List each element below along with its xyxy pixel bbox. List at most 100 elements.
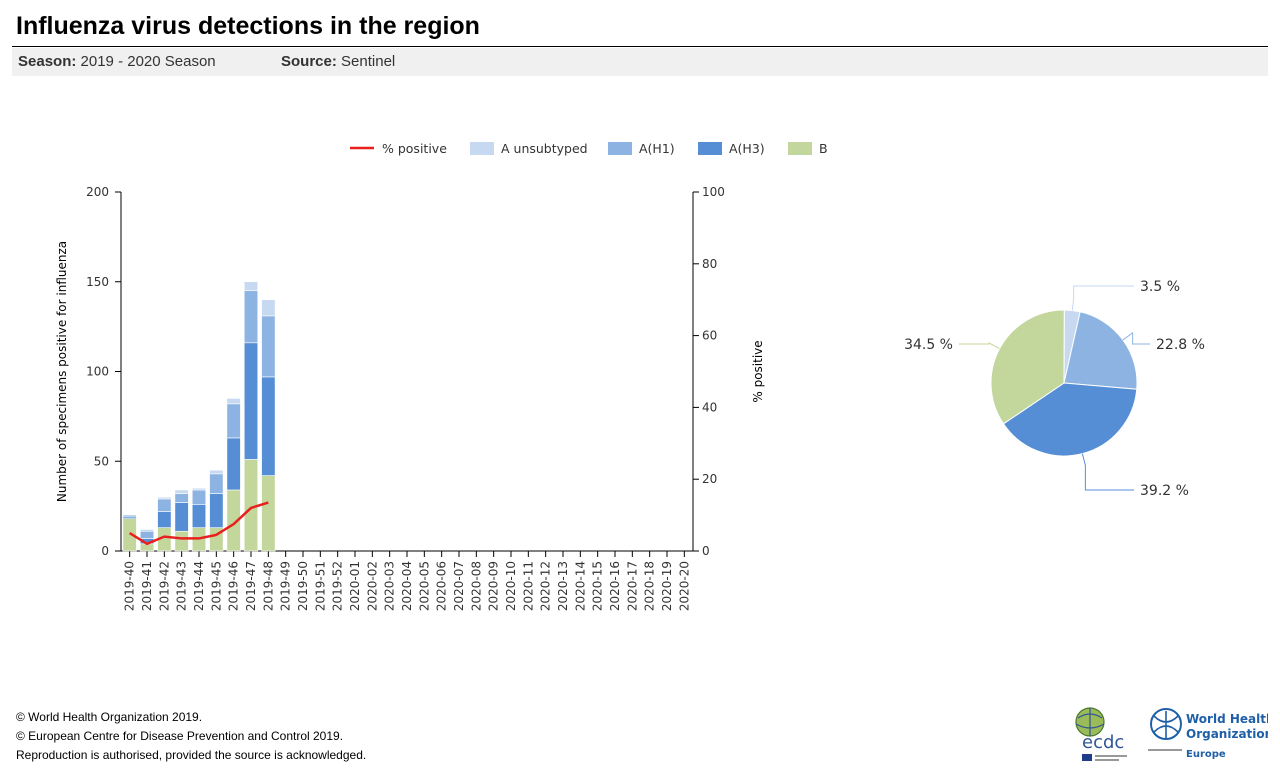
x-tick-label: 2020-20 — [677, 561, 691, 611]
x-tick-label: 2019-42 — [157, 561, 171, 611]
legend-label-positive: % positive — [382, 141, 447, 156]
y-tick-label: 150 — [86, 275, 109, 289]
x-tick-label: 2020-02 — [365, 561, 379, 611]
bar-a-h1 — [226, 403, 241, 439]
x-tick-label: 2020-12 — [539, 561, 553, 611]
y-tick-label: 0 — [101, 544, 109, 558]
bar-a-h1 — [122, 514, 137, 518]
x-tick-label: 2020-11 — [521, 561, 535, 611]
line-percent-positive — [129, 501, 269, 546]
pie-slice-b — [990, 309, 1065, 425]
pie-slice-a-h1 — [1063, 311, 1138, 390]
filter-bar: Season: 2019 - 2020 Season Source: Senti… — [12, 48, 1268, 76]
y2-tick-label: 40 — [702, 400, 717, 414]
pie-leader-a-h1 — [1122, 331, 1150, 345]
partner-logos: ecdc World Health Organization Europe — [1068, 704, 1275, 766]
x-tick-label: 2019-52 — [331, 561, 345, 611]
x-tick-label: 2019-44 — [192, 561, 206, 611]
x-tick-label: 2020-04 — [400, 561, 414, 611]
y-tick-label: 200 — [86, 185, 109, 199]
chart-legend: % positive A unsubtyped A(H1) A(H3) B — [350, 141, 828, 156]
bar-a-unsubtyped — [174, 489, 189, 494]
y-tick-label: 100 — [86, 365, 109, 379]
legend-label-a-h3: A(H3) — [729, 141, 765, 156]
influenza-chart: % positive A unsubtyped A(H1) A(H3) B 0 50 100… — [55, 141, 1205, 611]
legend-swatch-a-unsubtyped — [470, 142, 494, 155]
source-filter: Source: Sentinel — [281, 53, 395, 70]
page-title: Influenza virus detections in the region — [16, 12, 480, 40]
source-label: Source: — [281, 53, 337, 70]
bar-a-h1 — [191, 489, 207, 505]
x-tick-label: 2020-18 — [643, 561, 657, 611]
pie-label-a-unsubtyped: 3.5 % — [1140, 279, 1180, 295]
x-tick-label: 2020-08 — [469, 561, 483, 611]
pie-leader-b — [959, 342, 1000, 350]
who-logo-line2: Organization — [1186, 727, 1268, 741]
y2-tick-label: 100 — [702, 185, 725, 199]
pie-chart: 3.5 % 22.8 % 39.2 % 34.5 % — [904, 279, 1205, 499]
footer-reproduction: Reproduction is authorised, provided the… — [16, 748, 367, 762]
season-value: 2019 - 2020 Season — [80, 53, 216, 70]
bar-a-h1 — [157, 498, 172, 512]
bar-a-h3 — [243, 342, 259, 460]
bar-a-h3 — [174, 502, 189, 532]
who-logo: World Health Organization Europe — [1148, 708, 1275, 760]
bar-a-h3 — [226, 437, 241, 491]
x-tick-label: 2020-16 — [608, 561, 622, 611]
bar-a-unsubtyped — [243, 281, 259, 292]
x-tick-label: 2020-17 — [625, 561, 639, 611]
ecdc-logo: ecdc — [1075, 707, 1127, 761]
bar-b — [261, 475, 276, 552]
bar-a-unsubtyped — [157, 496, 172, 500]
x-tick-label: 2020-14 — [573, 561, 587, 611]
bar-a-h1 — [209, 473, 224, 494]
footer-copyright-ecdc: © European Centre for Disease Prevention… — [16, 729, 344, 743]
x-tick-label: 2020-06 — [435, 561, 449, 611]
x-tick-label: 2020-13 — [556, 561, 570, 611]
x-tick-label: 2019-45 — [209, 561, 223, 611]
bar-a-h1 — [139, 530, 155, 539]
bar-a-unsubtyped — [191, 487, 207, 491]
ecdc-logo-text: ecdc — [1082, 732, 1124, 753]
season-filter: Season: 2019 - 2020 Season — [18, 53, 216, 70]
y2-tick-label: 0 — [702, 544, 710, 558]
pie-leader-a-h3 — [1081, 453, 1134, 491]
y2-tick-label: 60 — [702, 329, 717, 343]
x-tick-label: 2019-50 — [296, 561, 310, 611]
x-tick-label: 2020-05 — [417, 561, 431, 611]
x-tick-label: 2019-47 — [244, 561, 258, 611]
pie-leader-a-unsubtyped — [1071, 285, 1134, 311]
x-tick-label: 2020-01 — [348, 561, 362, 611]
bar-a-unsubtyped — [209, 469, 224, 475]
legend-swatch-a-h3 — [698, 142, 722, 155]
x-tick-label: 2020-15 — [591, 561, 605, 611]
x-tick-label: 2019-51 — [313, 561, 327, 611]
legend-swatch-b — [788, 142, 812, 155]
x-tick-label: 2020-09 — [487, 561, 501, 611]
pie-label-a-h3: 39.2 % — [1140, 483, 1189, 499]
x-tick-label: 2019-48 — [261, 561, 275, 611]
legend-label-a-unsubtyped: A unsubtyped — [501, 141, 588, 156]
season-label: Season: — [18, 53, 77, 70]
title-rule — [12, 46, 1268, 47]
bar-a-h1 — [174, 493, 189, 503]
x-tick-label: 2020-07 — [452, 561, 466, 611]
x-tick-label: 2019-49 — [279, 561, 293, 611]
who-logo-line3: Europe — [1186, 749, 1226, 760]
y2-tick-label: 80 — [702, 257, 717, 271]
bar-a-h3 — [209, 493, 224, 528]
bar-b — [174, 530, 189, 552]
bar-chart: 0 50 100 150 200 0 20 40 60 80 100 Number of specim… — [55, 185, 765, 611]
bar-a-unsubtyped — [226, 398, 241, 405]
x-tick-label: 2020-10 — [504, 561, 518, 611]
source-value: Sentinel — [341, 53, 396, 70]
bar-a-unsubtyped — [261, 299, 276, 317]
bar-a-unsubtyped — [139, 529, 155, 532]
x-tick-label: 2019-41 — [140, 561, 154, 611]
bar-a-h1 — [243, 290, 259, 344]
y-axis-title: Number of specimens positive for influen… — [55, 241, 69, 502]
who-logo-line1: World Health — [1186, 712, 1268, 726]
x-tick-label: 2019-46 — [227, 561, 241, 611]
pie-label-b: 34.5 % — [904, 337, 953, 353]
x-tick-label: 2019-40 — [123, 561, 137, 611]
